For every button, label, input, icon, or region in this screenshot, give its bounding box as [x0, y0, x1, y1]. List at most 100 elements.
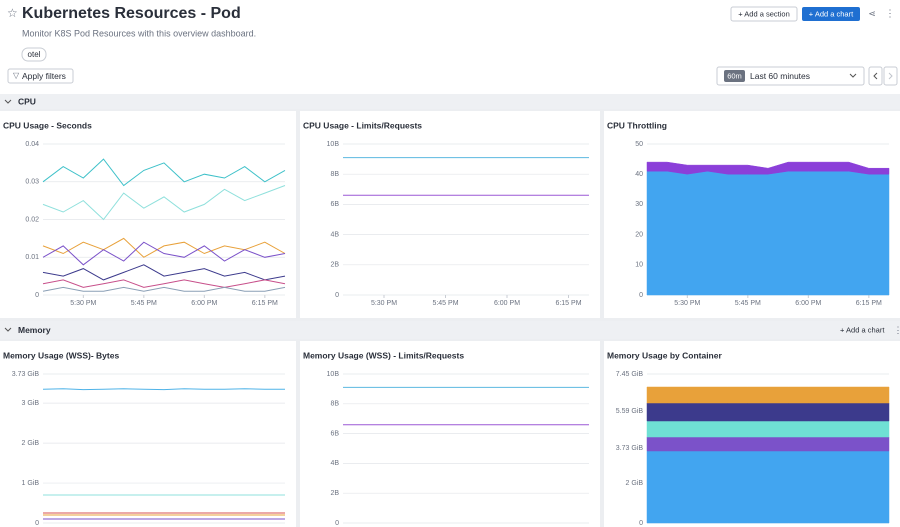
- x-tick-label: 6:15 PM: [856, 300, 882, 307]
- y-tick-label: 0: [335, 520, 339, 527]
- chart-title: Memory Usage (WSS) - Limits/Requests: [303, 350, 464, 360]
- series-line: [42, 286, 286, 292]
- y-tick-label: 0: [335, 292, 339, 299]
- y-tick-label: 0.04: [25, 141, 39, 148]
- x-tick-label: 6:00 PM: [191, 300, 217, 307]
- add-section-button[interactable]: [730, 6, 798, 22]
- y-tick-label: 2 GiB: [21, 440, 39, 447]
- chart-title: CPU Throttling: [607, 120, 667, 130]
- apply-filters-label: Apply filters: [22, 71, 66, 81]
- x-tick-label: 5:30 PM: [70, 300, 96, 307]
- x-tick-label: 5:45 PM: [735, 300, 761, 307]
- y-tick-label: 3 GiB: [21, 400, 39, 407]
- chart-panel: [300, 341, 600, 527]
- y-tick-label: 4B: [330, 231, 339, 238]
- chart-title: Memory Usage (WSS)- Bytes: [3, 350, 119, 360]
- series-line: [42, 279, 286, 288]
- memory-section-bar[interactable]: [0, 321, 900, 339]
- y-tick-label: 3.73 GiB: [616, 445, 644, 452]
- y-tick-label: 3.73 GiB: [12, 371, 40, 378]
- cpu-section-title: CPU: [18, 96, 36, 106]
- apply-filters-button[interactable]: [7, 68, 74, 84]
- time-badge: [724, 70, 745, 82]
- star-icon[interactable]: ☆: [7, 6, 18, 20]
- y-tick-label: 6B: [330, 430, 339, 437]
- y-tick-label: 8B: [330, 171, 339, 178]
- cpu-section-bar[interactable]: [0, 94, 900, 109]
- prev-icon: [873, 72, 878, 80]
- tag-pill[interactable]: [21, 47, 47, 62]
- dashboard-title: Kubernetes Resources - Pod: [22, 5, 241, 22]
- y-tick-label: 30: [635, 201, 643, 208]
- y-tick-label: 7.45 GiB: [616, 371, 644, 378]
- series-line: [42, 388, 285, 391]
- add-chart-label: + Add a chart: [809, 9, 854, 18]
- y-tick-label: 0: [639, 520, 643, 527]
- y-tick-label: 50: [635, 141, 643, 148]
- y-tick-label: 0.02: [25, 216, 39, 223]
- series-line: [42, 158, 286, 187]
- add-chart-button[interactable]: [802, 7, 860, 21]
- series-area: [646, 420, 890, 438]
- y-tick-label: 1 GiB: [21, 480, 39, 487]
- dashboard-description: Monitor K8S Pod Resources with this over…: [22, 28, 256, 38]
- y-tick-label: 5.59 GiB: [616, 408, 644, 415]
- x-tick-label: 5:45 PM: [432, 300, 458, 307]
- memory-more-icon[interactable]: ⋮: [894, 325, 900, 335]
- y-tick-label: 2 GiB: [625, 480, 643, 487]
- chart-panel: [300, 111, 600, 318]
- x-tick-label: 6:15 PM: [252, 300, 278, 307]
- y-tick-label: 0: [35, 520, 39, 527]
- y-tick-label: 40: [635, 171, 643, 178]
- series-area: [646, 436, 890, 452]
- y-tick-label: 8B: [330, 401, 339, 408]
- chart-title: CPU Usage - Seconds: [3, 120, 92, 130]
- memory-section-title: Memory: [18, 325, 51, 335]
- time-range-label: Last 60 minutes: [750, 71, 810, 81]
- y-tick-label: 0.03: [25, 179, 39, 186]
- more-icon[interactable]: ⋮: [885, 9, 895, 20]
- tag-label: otel: [28, 50, 41, 59]
- y-tick-label: 0.01: [25, 254, 39, 261]
- y-tick-label: 10: [635, 262, 643, 269]
- y-tick-label: 10B: [327, 141, 340, 148]
- x-tick-label: 5:45 PM: [131, 300, 157, 307]
- y-tick-label: 2B: [330, 262, 339, 269]
- y-tick-label: 0: [639, 292, 643, 299]
- time-picker[interactable]: [716, 66, 865, 86]
- memory-add-chart[interactable]: + Add a chart: [840, 325, 885, 334]
- cpu-collapse-icon: [4, 99, 12, 104]
- prev-button[interactable]: [868, 66, 883, 86]
- memory-collapse-icon: [4, 327, 12, 332]
- time-chevron: [849, 73, 857, 78]
- series-line: [42, 264, 286, 281]
- y-tick-label: 2B: [330, 490, 339, 497]
- y-tick-label: 20: [635, 231, 643, 238]
- chart-title: CPU Usage - Limits/Requests: [303, 120, 422, 130]
- series-area: [646, 386, 890, 404]
- x-tick-label: 6:15 PM: [555, 300, 581, 307]
- x-tick-label: 6:00 PM: [795, 300, 821, 307]
- next-button[interactable]: [883, 66, 898, 86]
- series-line: [42, 185, 286, 221]
- y-tick-label: 4B: [330, 460, 339, 467]
- x-tick-label: 5:30 PM: [371, 300, 397, 307]
- next-icon: [888, 72, 893, 80]
- x-tick-label: 6:00 PM: [494, 300, 520, 307]
- time-badge-label: 60m: [727, 71, 742, 80]
- filter-icon: ▽: [13, 71, 20, 80]
- add-section-label: + Add a section: [738, 9, 790, 18]
- series-line: [42, 241, 286, 266]
- x-tick-label: 5:30 PM: [674, 300, 700, 307]
- series-area: [646, 450, 890, 524]
- series-area: [646, 170, 890, 296]
- series-area: [646, 402, 890, 422]
- y-tick-label: 6B: [330, 201, 339, 208]
- chart-title: Memory Usage by Container: [607, 350, 722, 360]
- y-tick-label: 0: [35, 292, 39, 299]
- series-area: [646, 161, 890, 175]
- share-icon[interactable]: ⋖: [868, 8, 876, 18]
- y-tick-label: 10B: [327, 371, 340, 378]
- chart-panel: [0, 341, 296, 527]
